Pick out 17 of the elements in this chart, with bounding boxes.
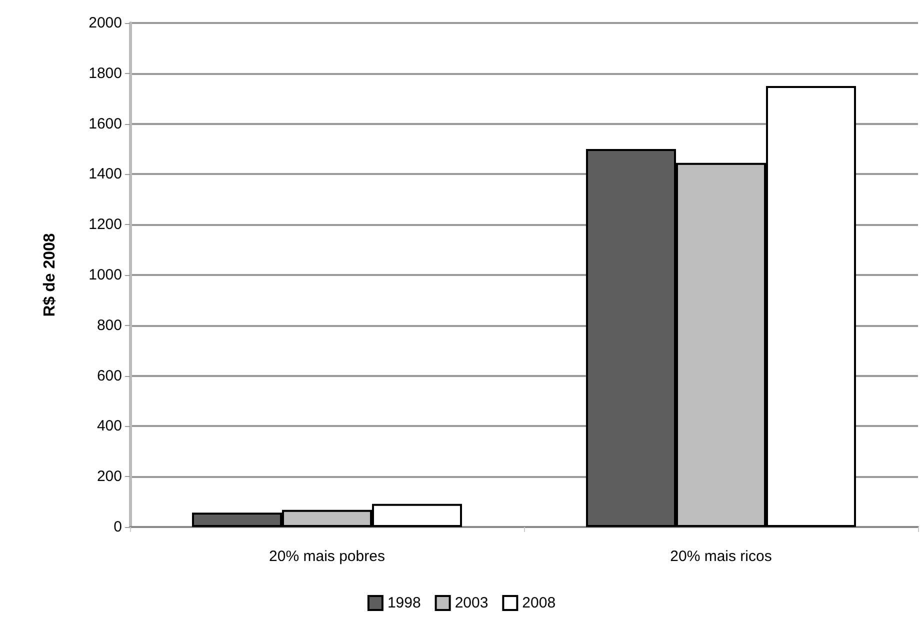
legend-label: 2003 (454, 594, 488, 612)
y-tick-label: 1000 (88, 266, 122, 284)
y-tick-label: 1600 (88, 115, 122, 132)
legend-label: 1998 (387, 594, 421, 612)
y-tick-label: 400 (96, 418, 122, 435)
y-tick-label: 2000 (88, 14, 122, 32)
x-tick-label: 20% mais pobres (269, 548, 385, 565)
y-tick-label: 200 (96, 468, 122, 486)
y-tick-label: 800 (96, 316, 122, 334)
y-tick-label: 0 (114, 518, 122, 536)
legend-label: 2008 (522, 594, 556, 612)
x-tick-label: 20% mais ricos (670, 548, 772, 565)
y-tick-label: 1400 (88, 166, 122, 183)
y-tick-label: 1800 (88, 64, 122, 82)
y-tick-label: 600 (96, 367, 122, 384)
y-tick-label: 1200 (88, 216, 122, 234)
y-axis-title: R$ de 2008 (42, 233, 58, 317)
